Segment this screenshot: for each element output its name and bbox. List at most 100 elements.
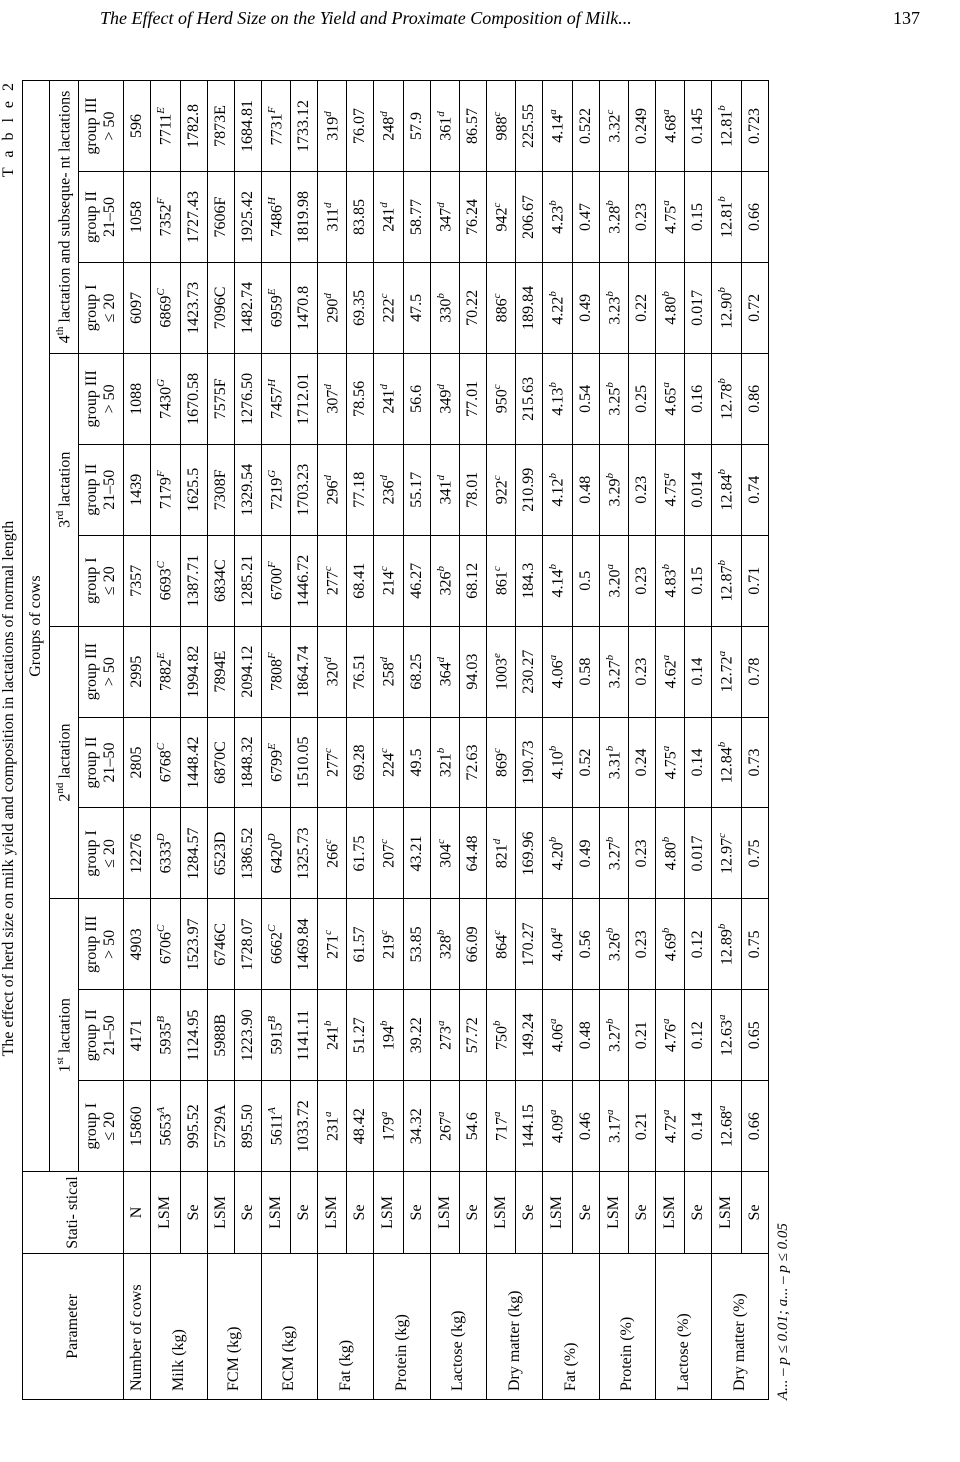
cell-value: 1523.97 [180, 899, 207, 990]
cell-value: 1727.43 [180, 172, 207, 263]
cell-value: 4.75a [655, 444, 684, 535]
cell-value: 258d [374, 626, 403, 717]
cell-stat: Se [180, 1172, 207, 1254]
cell-value: 307d [317, 353, 346, 444]
cell-value: 6799E [261, 717, 290, 808]
table-row: Se895.501223.901728.071386.521848.322094… [234, 81, 261, 1400]
cell-value: 7486H [261, 172, 290, 263]
table-row: ECM (kg)LSM5611A5915B6662C6420D6799E7808… [261, 81, 290, 1400]
cell-value: 6523D [207, 808, 234, 899]
cell-value: 1448.42 [180, 717, 207, 808]
cell-value: 86.57 [459, 81, 486, 172]
cell-value: 3.27b [599, 990, 628, 1081]
cell-value: 241d [374, 172, 403, 263]
cell-value: 12.84b [712, 444, 741, 535]
cell-value: 12276 [124, 808, 151, 899]
th-lactation: 4th lactation and subseque- nt lactation… [50, 81, 79, 354]
cell-value: 3.29b [599, 444, 628, 535]
cell-value: 7308F [207, 444, 234, 535]
table-row: Se995.521124.951523.971284.571448.421994… [180, 81, 207, 1400]
cell-value: 5611A [261, 1081, 290, 1172]
cell-value: 225.55 [516, 81, 543, 172]
cell-stat: LSM [712, 1172, 741, 1254]
cell-value: 58.77 [403, 172, 430, 263]
cell-stat: Se [572, 1172, 599, 1254]
cell-value: 0.65 [741, 990, 768, 1081]
cell-value: 0.522 [572, 81, 599, 172]
cell-value: 184.3 [516, 535, 543, 626]
th-parameter: Parameter [23, 1253, 124, 1399]
cell-value: 861c [486, 535, 515, 626]
cell-stat: Se [516, 1172, 543, 1254]
cell-value: 78.56 [347, 353, 374, 444]
cell-value: 596 [124, 81, 151, 172]
cell-value: 319d [317, 81, 346, 172]
cell-value: 750b [486, 990, 515, 1081]
cell-value: 1625.5 [180, 444, 207, 535]
cell-value: 49.5 [403, 717, 430, 808]
cell-param: Fat (kg) [317, 1253, 373, 1399]
cell-value: 46.27 [403, 535, 430, 626]
th-group: group II21–50 [79, 444, 124, 535]
cell-value: 311d [317, 172, 346, 263]
th-group: group I≤ 20 [79, 535, 124, 626]
cell-value: 0.23 [628, 535, 655, 626]
cell-value: 72.63 [459, 717, 486, 808]
cell-value: 3.27b [599, 626, 628, 717]
cell-value: 2995 [124, 626, 151, 717]
cell-value: 7179F [151, 444, 180, 535]
cell-value: 215.63 [516, 353, 543, 444]
th-group: group II21–50 [79, 172, 124, 263]
cell-value: 70.22 [459, 262, 486, 353]
cell-value: 922c [486, 444, 515, 535]
cell-value: 15860 [124, 1081, 151, 1172]
cell-value: 189.84 [516, 262, 543, 353]
cell-value: 7711E [151, 81, 180, 172]
cell-value: 4.06a [543, 990, 572, 1081]
table-row: Lactose (%)LSM4.72a4.76a4.69b4.80b4.75a4… [655, 81, 684, 1400]
th-group: group II21–50 [79, 717, 124, 808]
cell-value: 3.23b [599, 262, 628, 353]
th-group: group III> 50 [79, 81, 124, 172]
cell-value: 6706C [151, 899, 180, 990]
cell-value: 273a [430, 990, 459, 1081]
cell-value: 3.26b [599, 899, 628, 990]
cell-value: 0.15 [685, 172, 712, 263]
cell-value: 68.25 [403, 626, 430, 717]
cell-value: 0.46 [572, 1081, 599, 1172]
cell-value: 0.145 [685, 81, 712, 172]
cell-value: 0.017 [685, 262, 712, 353]
th-groups-of-cows: Groups of cows [23, 81, 50, 1172]
table-row: Se48.4251.2761.5761.7569.2876.5168.4177.… [347, 81, 374, 1400]
cell-value: 341d [430, 444, 459, 535]
cell-stat: LSM [151, 1172, 180, 1254]
cell-value: 1088 [124, 353, 151, 444]
cell-stat: LSM [261, 1172, 290, 1254]
cell-value: 0.75 [741, 808, 768, 899]
cell-value: 83.85 [347, 172, 374, 263]
th-lactation: 3rd lactation [50, 353, 79, 626]
cell-stat: Se [234, 1172, 261, 1254]
cell-value: 0.25 [628, 353, 655, 444]
cell-param: Number of cows [124, 1253, 151, 1399]
cell-value: 0.22 [628, 262, 655, 353]
data-table: Parameter Stati- stical measure Groups o… [22, 80, 769, 1400]
cell-value: 266c [317, 808, 346, 899]
th-group: group III> 50 [79, 353, 124, 444]
cell-value: 6333D [151, 808, 180, 899]
cell-value: 4.65a [655, 353, 684, 444]
cell-param: ECM (kg) [261, 1253, 317, 1399]
cell-value: 7575F [207, 353, 234, 444]
th-group: group I≤ 20 [79, 262, 124, 353]
cell-value: 7457H [261, 353, 290, 444]
cell-value: 7096C [207, 262, 234, 353]
cell-value: 12.63a [712, 990, 741, 1081]
cell-value: 4.04a [543, 899, 572, 990]
th-lactation: 1st lactation [50, 899, 79, 1172]
cell-param: Dry matter (kg) [486, 1253, 542, 1399]
cell-value: 330b [430, 262, 459, 353]
cell-value: 12.81b [712, 81, 741, 172]
cell-param: Lactose (kg) [430, 1253, 486, 1399]
cell-value: 1387.71 [180, 535, 207, 626]
cell-value: 4.06a [543, 626, 572, 717]
